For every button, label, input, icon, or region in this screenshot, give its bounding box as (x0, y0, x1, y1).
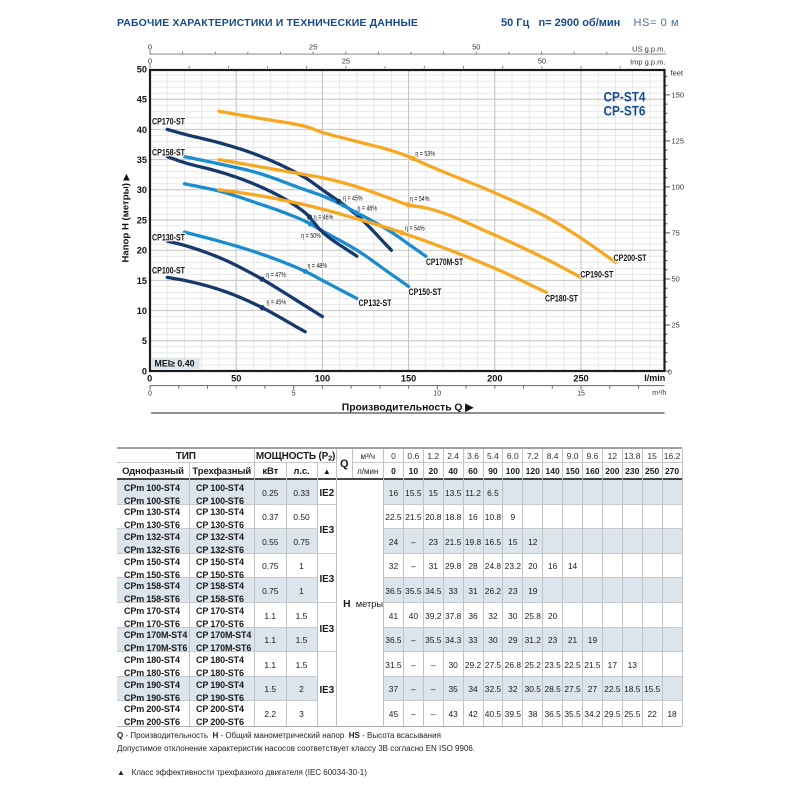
svg-text:0: 0 (148, 42, 152, 51)
svg-text:10: 10 (137, 306, 147, 316)
svg-text:CP180-ST: CP180-ST (545, 293, 578, 303)
svg-text:η = 53%: η = 53% (415, 151, 435, 158)
svg-text:45: 45 (137, 95, 147, 105)
svg-text:η = 54%: η = 54% (410, 196, 430, 203)
svg-text:η = 47%: η = 47% (266, 272, 286, 279)
svg-text:η = 50%: η = 50% (301, 233, 321, 240)
svg-text:150: 150 (672, 91, 685, 100)
svg-text:5: 5 (292, 390, 296, 397)
svg-text:50: 50 (231, 373, 241, 383)
svg-text:50: 50 (538, 56, 546, 65)
svg-text:30: 30 (137, 185, 147, 195)
svg-text:US g.p.m.: US g.p.m. (632, 44, 665, 53)
svg-text:CP158-ST: CP158-ST (152, 147, 185, 157)
svg-text:CP100-ST: CP100-ST (152, 265, 185, 275)
svg-text:25: 25 (309, 42, 317, 51)
svg-text:40: 40 (137, 125, 147, 135)
svg-text:η = 54%: η = 54% (405, 226, 425, 233)
svg-text:200: 200 (487, 373, 502, 383)
svg-text:Imp g.p.m.: Imp g.p.m. (630, 57, 665, 66)
svg-text:CP-ST4: CP-ST4 (604, 89, 646, 104)
svg-text:100: 100 (315, 373, 330, 383)
svg-text:5: 5 (142, 336, 147, 346)
svg-text:100: 100 (672, 183, 685, 192)
svg-text:50: 50 (137, 64, 147, 74)
svg-text:feet: feet (671, 68, 684, 77)
svg-text:25: 25 (342, 56, 350, 65)
svg-text:0: 0 (148, 390, 152, 397)
svg-text:CP150-ST: CP150-ST (409, 287, 442, 297)
svg-text:0: 0 (142, 366, 147, 376)
svg-text:250: 250 (573, 373, 588, 383)
svg-text:10: 10 (433, 390, 441, 397)
svg-text:m³/h: m³/h (652, 390, 666, 397)
svg-text:20: 20 (137, 246, 147, 256)
svg-text:η = 45%: η = 45% (343, 195, 363, 202)
svg-text:l/min: l/min (644, 373, 665, 383)
svg-text:150: 150 (401, 373, 416, 383)
svg-text:CP-ST6: CP-ST6 (604, 103, 646, 118)
svg-text:CP170M-ST: CP170M-ST (426, 257, 463, 267)
svg-text:CP190-ST: CP190-ST (580, 270, 613, 280)
svg-text:Напор Н (метры) ▶: Напор Н (метры) ▶ (121, 173, 132, 262)
svg-text:CP130-ST: CP130-ST (152, 232, 185, 242)
svg-text:0: 0 (148, 56, 152, 65)
svg-text:75: 75 (672, 229, 680, 238)
svg-text:25: 25 (672, 321, 680, 330)
svg-text:CP200-ST: CP200-ST (614, 253, 647, 263)
svg-text:η = 45%: η = 45% (267, 299, 287, 306)
svg-text:η = 48%: η = 48% (308, 263, 328, 270)
svg-text:0: 0 (668, 367, 672, 376)
svg-text:50: 50 (472, 42, 480, 51)
svg-text:15: 15 (137, 276, 147, 286)
svg-text:CP170-ST: CP170-ST (152, 116, 185, 126)
svg-text:50: 50 (672, 275, 680, 284)
svg-text:MEI≥ 0.40: MEI≥ 0.40 (155, 359, 195, 369)
svg-text:0: 0 (147, 373, 152, 383)
svg-text:η = 46%: η = 46% (314, 214, 334, 221)
svg-text:25: 25 (137, 215, 147, 225)
svg-text:CP132-ST: CP132-ST (359, 298, 392, 308)
svg-text:η = 46%: η = 46% (358, 205, 378, 212)
svg-text:125: 125 (672, 137, 685, 146)
svg-text:15: 15 (577, 390, 585, 397)
svg-text:35: 35 (137, 155, 147, 165)
svg-text:Производительность Q ▶: Производительность Q ▶ (342, 403, 474, 414)
